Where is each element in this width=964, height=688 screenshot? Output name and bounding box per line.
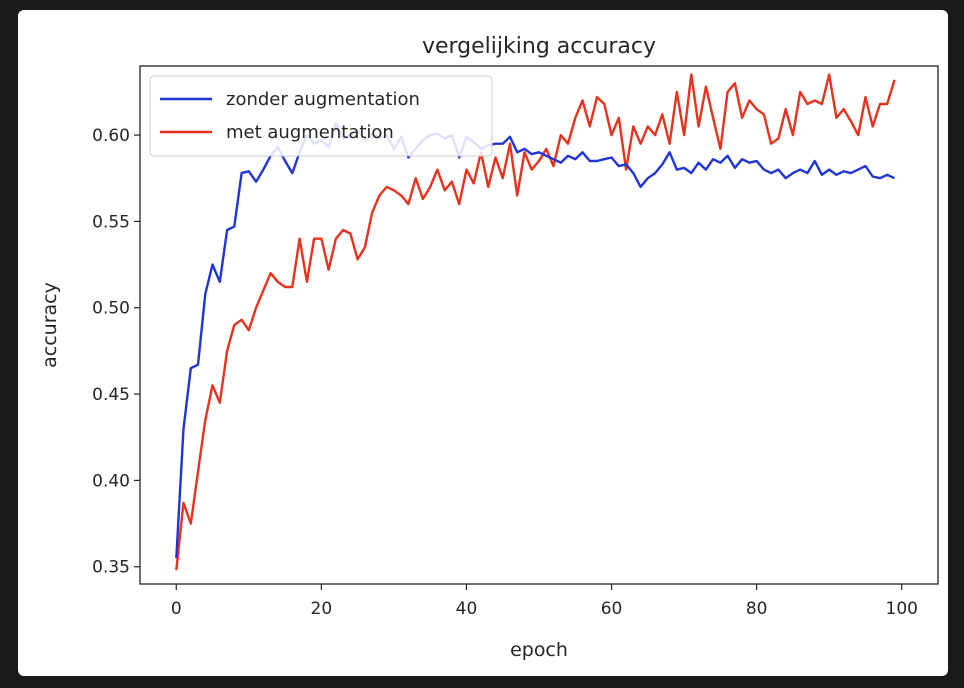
chart-title: vergelijking accuracy — [422, 34, 656, 59]
x-axis-label: epoch — [510, 639, 568, 661]
series-lines — [175, 73, 896, 571]
y-axis-ticks: 0.35 0.40 0.45 0.50 0.55 0.60 — [92, 126, 140, 578]
y-tick-label: 0.45 — [92, 385, 130, 405]
series-line-zonder-augmentation — [175, 121, 896, 559]
y-tick-label: 0.55 — [92, 212, 130, 232]
y-tick-label: 0.50 — [92, 299, 130, 319]
series-line-met-augmentation — [175, 73, 896, 571]
x-tick-label: 40 — [456, 599, 478, 619]
legend-label-met: met augmentation — [226, 122, 394, 143]
legend-label-zonder: zonder augmentation — [226, 89, 420, 110]
x-tick-label: 100 — [886, 599, 918, 619]
x-tick-label: 80 — [746, 599, 768, 619]
y-tick-label: 0.35 — [92, 558, 130, 578]
y-tick-label: 0.40 — [92, 471, 130, 491]
x-axis-ticks: 0 20 40 60 80 100 — [171, 584, 918, 619]
y-axis-label: accuracy — [39, 282, 61, 368]
legend-box — [149, 75, 493, 157]
y-tick-label: 0.60 — [92, 126, 130, 146]
x-tick-label: 60 — [601, 599, 623, 619]
x-tick-label: 0 — [171, 599, 182, 619]
legend: zonder augmentation met augmentation — [149, 75, 493, 157]
x-tick-label: 20 — [311, 599, 333, 619]
